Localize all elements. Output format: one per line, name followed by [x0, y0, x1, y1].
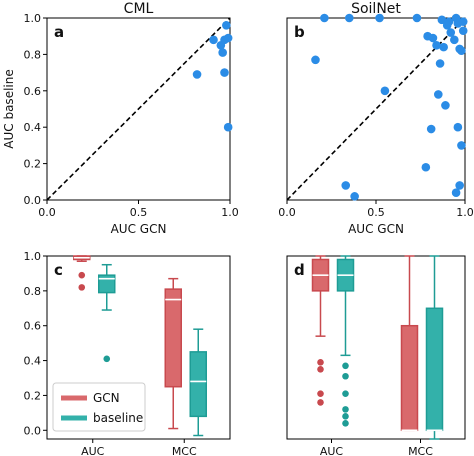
- panel-title-b: SoilNet: [351, 1, 401, 17]
- scatter-point-b: [455, 181, 464, 190]
- scatter-point-b: [432, 41, 441, 50]
- ytick-label-c: 0.2: [24, 389, 42, 402]
- ytick-label-a: 0.0: [24, 194, 42, 207]
- xtick-label-a: 0.5: [130, 206, 148, 219]
- panel-b: SoilNet b 0.0 0.5 1.0 AUC GCN: [278, 1, 474, 236]
- panel-label-c: c: [54, 261, 63, 279]
- box-c-GCN-MCC: [164, 288, 182, 388]
- scatter-point-a: [209, 35, 218, 45]
- scatter-point-b: [345, 13, 354, 23]
- category-label-c: AUC: [81, 445, 105, 456]
- scatter-point-a: [222, 20, 231, 30]
- xtick-label-a: 0.0: [38, 206, 56, 219]
- scatter-point-b: [375, 13, 384, 23]
- scatter-point-a: [192, 70, 202, 79]
- scatter-point-b: [350, 192, 359, 201]
- scatter-point-b: [421, 162, 431, 172]
- scatter-point-b: [435, 59, 445, 68]
- category-label-c: MCC: [172, 445, 197, 456]
- flier-d-GCN-AUC: [317, 390, 324, 397]
- scatter-point-b: [437, 15, 447, 25]
- scatter-point-b: [457, 141, 466, 150]
- scatter-point-b: [450, 35, 459, 45]
- flier-d-baseline-AUC: [342, 406, 349, 413]
- xtick-label-a: 1.0: [221, 206, 239, 219]
- ytick-label-a: 1.0: [24, 12, 42, 25]
- panel-d: d AUC MCC: [286, 255, 466, 456]
- box-d-baseline-MCC: [425, 307, 444, 432]
- scatter-point-a: [218, 48, 227, 57]
- ytick-label-a: 0.4: [24, 121, 42, 134]
- scatter-point-b: [426, 124, 436, 134]
- flier-d-GCN-AUC: [317, 399, 324, 406]
- scatter-point-b: [444, 17, 454, 26]
- scatter-point-b: [320, 13, 329, 23]
- scatter-point-b: [458, 26, 468, 36]
- box-c-baseline-AUC: [98, 274, 116, 294]
- scatter-point-a: [223, 122, 233, 132]
- scatter-point-b: [434, 90, 443, 99]
- flier-d-baseline-AUC: [342, 413, 349, 420]
- box-c-baseline-MCC: [189, 351, 207, 418]
- scatter-point-b: [457, 46, 466, 56]
- scatter-point-b: [446, 28, 456, 37]
- panel-label-a: a: [54, 23, 64, 41]
- y-axis-label-a: AUC baseline: [2, 69, 16, 148]
- xtick-label-b: 0.5: [367, 206, 385, 219]
- scatter-point-b: [441, 101, 450, 110]
- ytick-label-c: 0.0: [24, 424, 42, 437]
- panel-label-d: d: [294, 261, 305, 279]
- scatter-point-b: [412, 13, 422, 23]
- flier-d-baseline-AUC: [342, 420, 349, 427]
- category-label-d: MCC: [408, 445, 433, 456]
- scatter-point-b: [380, 86, 390, 96]
- legend-c: GCN baseline: [52, 382, 146, 432]
- ytick-label-a: 0.8: [24, 48, 42, 61]
- scatter-point-b: [453, 122, 463, 132]
- panel-a: CML a 0.0 0.2 0.4 0.6 0.8 1.0 0.0 0.5 1.0 AUC GCN AU…: [2, 1, 239, 236]
- panel-c: c 0.0 0.2 0.4 0.6 0.8 1.0 AUC MCC GCN baseline: [24, 250, 231, 456]
- scatter-point-a: [220, 68, 229, 77]
- box-d-GCN-MCC: [400, 324, 419, 432]
- ytick-label-c: 0.8: [24, 285, 42, 298]
- scatter-point-b: [428, 33, 438, 43]
- panel-title-a: CML: [124, 1, 154, 17]
- scatter-point-b: [458, 17, 468, 26]
- ytick-label-c: 1.0: [24, 250, 42, 263]
- legend-label-baseline: baseline: [93, 411, 143, 425]
- ytick-label-c: 0.4: [24, 355, 42, 368]
- ytick-label-c: 0.6: [24, 320, 42, 333]
- scatter-point-b: [341, 181, 351, 190]
- flier-c-GCN-AUC: [78, 271, 86, 279]
- flier-c-GCN-AUC: [78, 284, 86, 291]
- flier-d-GCN-AUC: [317, 365, 324, 373]
- plot-frame-d: [286, 255, 466, 440]
- scatter-point-a: [223, 33, 233, 43]
- flier-d-baseline-AUC: [342, 372, 349, 380]
- flier-d-GCN-AUC: [317, 359, 324, 366]
- ytick-label-a: 0.2: [24, 158, 42, 171]
- panel-label-b: b: [294, 23, 305, 41]
- x-axis-label-b: AUC GCN: [348, 222, 404, 236]
- xtick-label-b: 0.0: [278, 206, 296, 219]
- x-axis-label-a: AUC GCN: [111, 222, 167, 236]
- xtick-label-b: 1.0: [456, 206, 474, 219]
- flier-d-baseline-AUC: [342, 390, 349, 397]
- flier-c-baseline-AUC: [103, 355, 111, 363]
- diagonal-line-a: [46, 17, 231, 201]
- scatter-point-b: [439, 42, 448, 52]
- plot-frame-c: [46, 255, 231, 440]
- category-label-d: AUC: [320, 445, 344, 456]
- ytick-label-a: 0.6: [24, 85, 42, 98]
- legend-label-GCN: GCN: [93, 391, 120, 405]
- scatter-point-b: [451, 188, 461, 198]
- scatter-point-b: [311, 55, 320, 65]
- flier-d-baseline-AUC: [342, 362, 349, 370]
